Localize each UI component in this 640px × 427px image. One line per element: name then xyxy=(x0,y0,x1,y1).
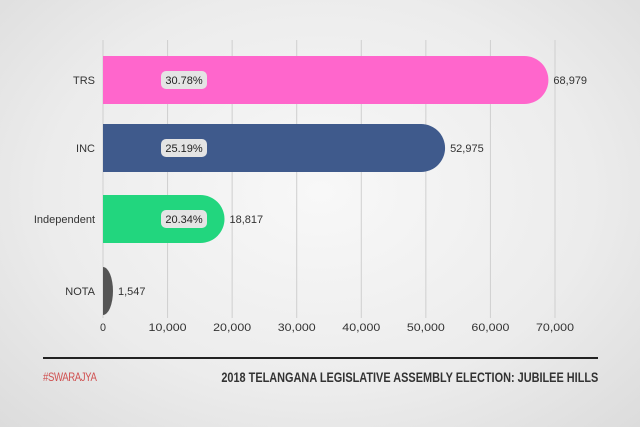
bar-inc xyxy=(103,124,446,172)
x-tick-label: 10,000 xyxy=(149,322,187,334)
percent-badge xyxy=(161,210,207,228)
value-label: 68,979 xyxy=(553,75,587,87)
chart-title: 2018 TELANGANA LEGISLATIVE ASSEMBLY ELEC… xyxy=(221,369,598,385)
percent-badge xyxy=(161,71,207,89)
x-tick-label: 20,000 xyxy=(213,322,251,334)
x-tick-label: 0 xyxy=(100,322,106,334)
value-label: 18,817 xyxy=(230,214,264,226)
bar-chart: 0 10,000 20,000 30,000 40,000 50,000 60,000 70,… xyxy=(34,40,587,334)
bar-trs xyxy=(103,56,549,104)
category-label: NOTA xyxy=(65,286,95,298)
category-label: Independent xyxy=(34,214,95,226)
value-label: 52,975 xyxy=(450,143,484,155)
x-tick-label: 50,000 xyxy=(407,322,445,334)
percent-label: 25.19% xyxy=(165,143,203,155)
x-tick-label: 60,000 xyxy=(471,322,509,334)
x-tick-label: 30,000 xyxy=(278,322,316,334)
percent-badge xyxy=(161,139,207,157)
footer-divider xyxy=(43,357,598,359)
bar-nota xyxy=(103,267,113,315)
category-label: TRS xyxy=(73,75,95,87)
brand-logo: #SWARAJYA xyxy=(43,370,97,384)
percent-label: 30.78% xyxy=(165,75,203,87)
value-label: 1,547 xyxy=(118,286,146,298)
x-tick-label: 40,000 xyxy=(342,322,380,334)
x-tick-label: 70,000 xyxy=(536,322,574,334)
category-label: INC xyxy=(76,143,95,155)
percent-label: 20.34% xyxy=(165,214,203,226)
